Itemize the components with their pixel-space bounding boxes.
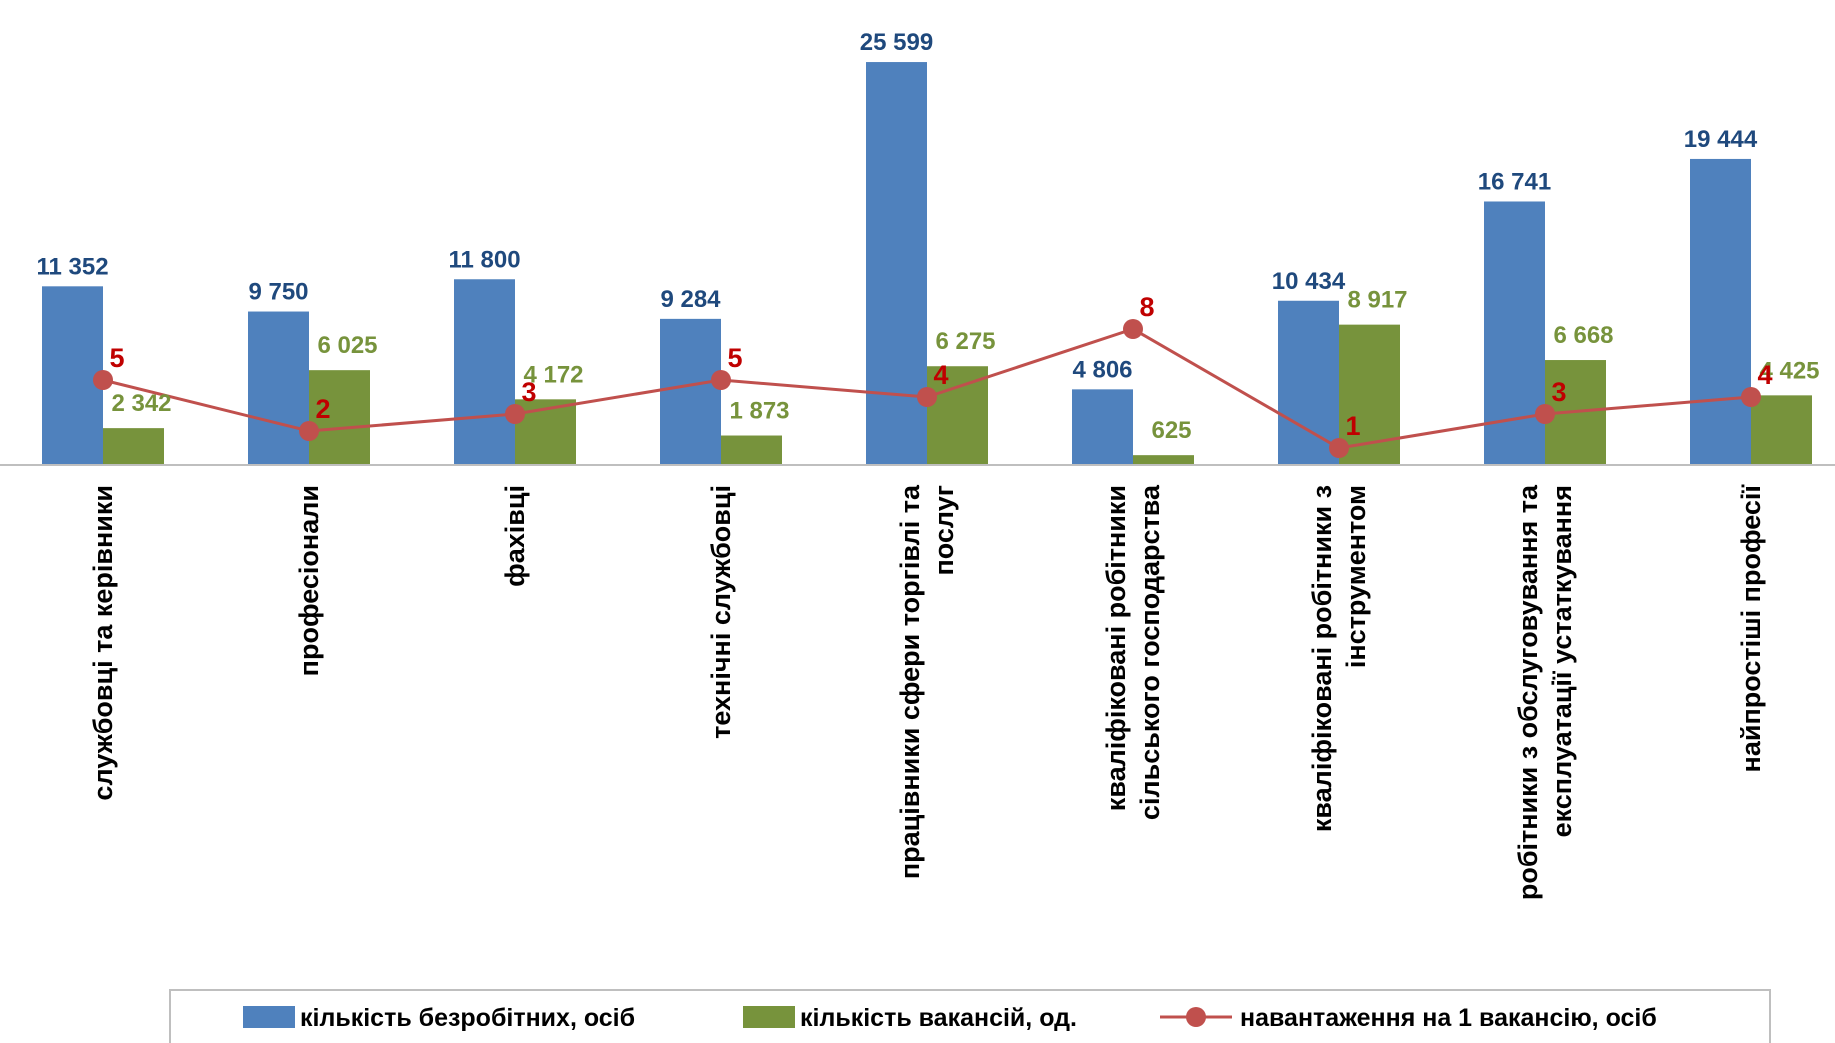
- legend-swatch-unemployed: [243, 1006, 295, 1028]
- data-label-load: 5: [109, 343, 124, 373]
- data-label-vacancies: 6 025: [317, 332, 377, 359]
- category-label: фахівці: [500, 485, 530, 587]
- data-label-unemployed: 25 599: [860, 29, 933, 56]
- load-point: [505, 404, 525, 424]
- load-point: [917, 387, 937, 407]
- load-point: [1535, 404, 1555, 424]
- category-labels-layer: службовці та керівники професіонали фахівц…: [88, 484, 1766, 901]
- data-label-unemployed: 9 750: [248, 279, 308, 306]
- data-label-vacancies: 4 425: [1759, 357, 1819, 384]
- data-label-load: 4: [933, 360, 948, 390]
- category-label-line: послуг: [929, 485, 959, 576]
- load-point: [711, 370, 731, 390]
- category-label-line: фахівці: [500, 485, 530, 587]
- data-label-unemployed: 16 741: [1478, 168, 1551, 195]
- data-label-unemployed: 11 352: [36, 253, 108, 280]
- data-label-load: 8: [1139, 292, 1154, 322]
- load-line-layer: [93, 319, 1761, 458]
- data-label-unemployed: 9 284: [660, 286, 721, 313]
- category-label-line: професіонали: [294, 485, 324, 676]
- bar-vacancies: [103, 428, 164, 465]
- bar-unemployed: [660, 318, 721, 465]
- data-label-load: 2: [315, 394, 330, 424]
- load-point: [299, 421, 319, 441]
- data-label-unemployed: 11 800: [448, 246, 520, 273]
- category-label-line: експлуатації устаткування: [1547, 485, 1577, 837]
- legend-swatch-vacancies: [743, 1006, 795, 1028]
- bar-unemployed: [1690, 158, 1751, 465]
- bar-vacancies: [309, 370, 370, 465]
- bar-unemployed: [454, 279, 515, 465]
- data-label-vacancies: 1 873: [729, 398, 789, 425]
- category-label: робітники з обслуговування та експлуатаці…: [1513, 484, 1577, 900]
- data-label-unemployed: 4 806: [1072, 356, 1132, 383]
- legend-marker-load: [1186, 1007, 1206, 1027]
- legend-box: [169, 989, 1771, 1043]
- category-label: службовці та керівники: [88, 485, 118, 801]
- data-label-unemployed: 10 434: [1272, 268, 1346, 295]
- bar-vacancies: [1133, 455, 1194, 465]
- data-label-vacancies: 8 917: [1347, 287, 1407, 314]
- category-label-line: службовці та керівники: [88, 485, 118, 801]
- legend-label-vacancies: кількість вакансій, од.: [800, 1004, 1077, 1032]
- bar-unemployed: [1072, 389, 1133, 465]
- category-label-line: кваліфіковані робітники з: [1307, 485, 1337, 832]
- category-label: технічні службовці: [706, 485, 736, 739]
- legend-label-load: навантаження на 1 вакансію, осіб: [1240, 1004, 1657, 1032]
- data-label-vacancies: 6 275: [935, 328, 995, 355]
- category-label-line: інструментом: [1341, 485, 1371, 668]
- legend-label-unemployed: кількість безробітних, осіб: [300, 1004, 635, 1032]
- data-label-vacancies: 4 172: [523, 361, 583, 388]
- data-labels-layer: 11 352 2 342 9 750 6 025 11 800 4 172 9 284 1 8…: [36, 29, 1819, 444]
- category-label-line: робітники з обслуговування та: [1513, 484, 1543, 900]
- category-label: кваліфіковані робітники з інструментом: [1307, 485, 1371, 832]
- data-label-unemployed: 19 444: [1684, 126, 1758, 153]
- category-label-line: сільського господарства: [1135, 484, 1165, 820]
- load-point: [1123, 319, 1143, 339]
- bar-unemployed: [866, 62, 927, 466]
- bar-unemployed: [248, 311, 309, 465]
- load-point: [1329, 438, 1349, 458]
- data-label-load: 3: [1551, 377, 1566, 407]
- data-label-load: 5: [727, 343, 742, 373]
- data-label-load: 4: [1757, 360, 1772, 390]
- load-point: [93, 370, 113, 390]
- bar-vacancies: [721, 435, 782, 465]
- category-label: професіонали: [294, 485, 324, 676]
- load-point: [1741, 387, 1761, 407]
- bar-vacancies: [1751, 395, 1812, 465]
- legend: кількість безробітних, осіб кількість вак…: [169, 989, 1771, 1043]
- category-label: працівники сфери торгівлі та послуг: [895, 484, 959, 879]
- data-label-load: 3: [521, 377, 536, 407]
- category-label: кваліфіковані робітники сільського господ…: [1101, 484, 1165, 820]
- data-label-vacancies: 2 342: [111, 390, 171, 417]
- bar-unemployed: [1484, 201, 1545, 465]
- bar-unemployed: [1278, 300, 1339, 465]
- category-label-line: технічні службовці: [706, 485, 736, 739]
- bars-layer: [42, 62, 1812, 466]
- data-label-vacancies: 6 668: [1553, 322, 1613, 349]
- data-label-load: 1: [1345, 411, 1360, 441]
- category-label: найпростіші професії: [1736, 484, 1766, 773]
- bar-unemployed: [42, 286, 103, 465]
- category-label-line: працівники сфери торгівлі та: [895, 484, 925, 879]
- bar-vacancies: [927, 366, 988, 465]
- data-label-vacancies: 625: [1151, 417, 1191, 444]
- category-label-line: найпростіші професії: [1736, 484, 1766, 773]
- category-label-line: кваліфіковані робітники: [1101, 485, 1131, 811]
